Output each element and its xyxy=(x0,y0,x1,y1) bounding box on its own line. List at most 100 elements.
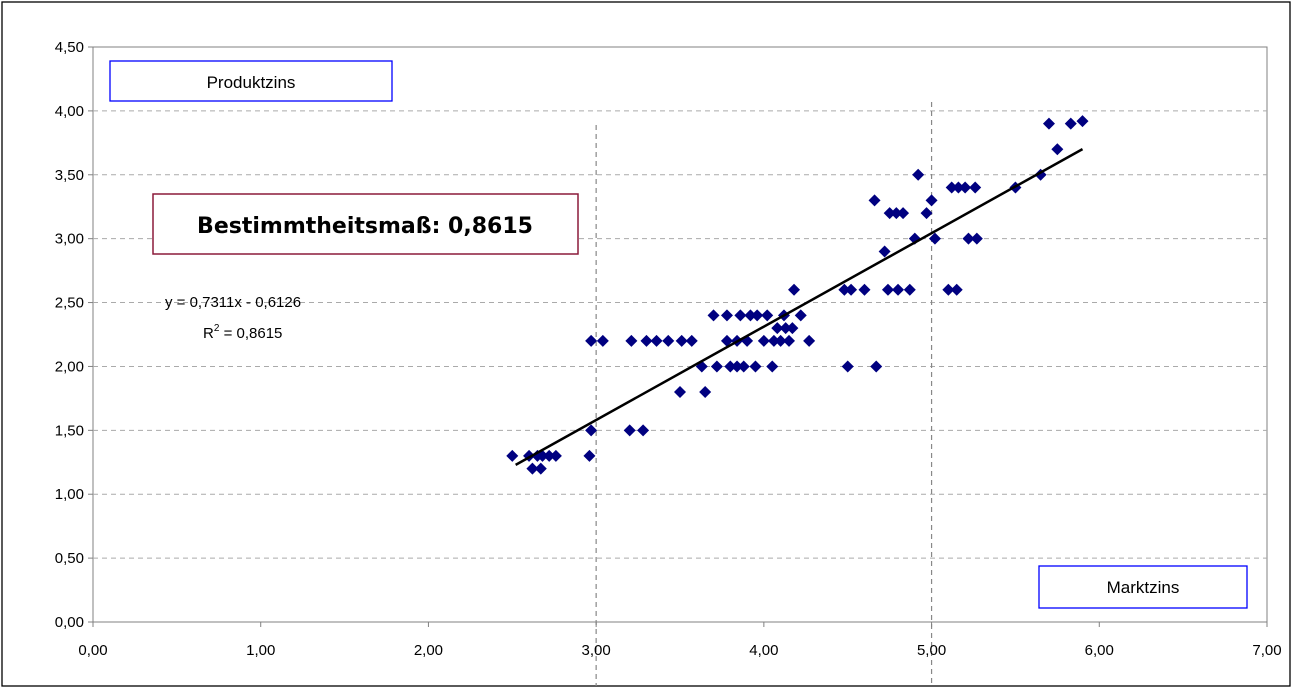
y-tick-label: 1,50 xyxy=(55,422,84,439)
data-point xyxy=(878,245,891,258)
data-point xyxy=(685,334,698,347)
data-point xyxy=(767,334,780,347)
y-tick-label: 1,00 xyxy=(55,486,84,503)
data-point xyxy=(623,424,636,437)
data-point xyxy=(720,309,733,322)
data-point xyxy=(903,283,916,296)
y-tick-label: 2,50 xyxy=(55,295,84,312)
data-point xyxy=(920,207,933,220)
x-tick-label: 7,00 xyxy=(1252,642,1281,659)
data-point xyxy=(959,181,972,194)
data-point xyxy=(870,360,883,373)
data-point xyxy=(761,309,774,322)
y-tick-label: 0,00 xyxy=(55,614,84,631)
data-point xyxy=(731,360,744,373)
data-point xyxy=(786,322,799,335)
data-point xyxy=(675,334,688,347)
data-point xyxy=(774,334,787,347)
data-point xyxy=(549,449,562,462)
data-point xyxy=(543,449,556,462)
data-point xyxy=(969,181,982,194)
r-squared-label: R2 = 0,8615 xyxy=(203,323,282,342)
y-tick-label: 4,00 xyxy=(55,103,84,120)
data-point xyxy=(625,334,638,347)
data-point xyxy=(640,334,653,347)
data-point xyxy=(845,283,858,296)
trendline-equation: y = 0,7311x - 0,6126 xyxy=(165,294,301,311)
y-tick-label: 2,00 xyxy=(55,358,84,375)
x-tick-label: 1,00 xyxy=(246,642,275,659)
y-axis-label-box xyxy=(109,60,393,102)
data-point xyxy=(928,232,941,245)
data-point xyxy=(897,207,910,220)
data-point xyxy=(1076,115,1089,128)
data-point xyxy=(794,309,807,322)
data-point xyxy=(674,386,686,398)
x-tick-label: 3,00 xyxy=(582,642,611,659)
data-point xyxy=(1051,143,1064,156)
plot-area xyxy=(92,46,1268,623)
y-tick-label: 3,50 xyxy=(55,167,84,184)
data-point xyxy=(945,181,958,194)
x-tick-label: 0,00 xyxy=(78,642,107,659)
x-tick-label: 4,00 xyxy=(749,642,778,659)
data-point xyxy=(868,194,881,207)
annotation-text: Bestimmtheitsmaß: 0,8615 xyxy=(197,214,533,239)
data-point xyxy=(707,309,720,322)
data-point xyxy=(881,283,894,296)
x-axis-label: Marktzins xyxy=(1107,578,1180,597)
data-point xyxy=(883,207,896,220)
x-tick-label: 5,00 xyxy=(917,642,946,659)
data-point xyxy=(662,334,675,347)
trendline-layer xyxy=(515,148,1084,466)
trendline xyxy=(515,148,1084,466)
data-point xyxy=(585,424,598,437)
data-point xyxy=(596,334,609,347)
data-point xyxy=(925,194,938,207)
data-point xyxy=(724,360,737,373)
data-point xyxy=(710,360,723,373)
data-point xyxy=(858,283,871,296)
data-point xyxy=(1042,117,1055,130)
x-tick-label: 2,00 xyxy=(414,642,443,659)
data-point xyxy=(744,309,757,322)
data-point xyxy=(751,309,764,322)
data-point xyxy=(720,334,733,347)
data-point xyxy=(737,360,750,373)
y-tick-label: 3,00 xyxy=(55,231,84,248)
data-point xyxy=(506,449,519,462)
data-point xyxy=(950,283,963,296)
data-point xyxy=(699,386,712,398)
data-point xyxy=(890,207,903,220)
y-tick-label: 4,50 xyxy=(55,39,84,56)
data-point xyxy=(803,334,816,347)
r-squared-r: R xyxy=(203,325,214,342)
data-point xyxy=(892,283,905,296)
annotation-box xyxy=(152,193,579,255)
data-point xyxy=(749,360,762,373)
r-squared-sup: 2 xyxy=(214,323,220,334)
y-axis-label: Produktzins xyxy=(207,73,296,92)
tick-labels: 0,00 0,50 1,00 1,50 2,00 2,50 3,00 3,50 4,00 4,50… xyxy=(55,39,1282,659)
data-point xyxy=(952,181,965,194)
data-point xyxy=(583,449,596,462)
data-point xyxy=(585,334,598,347)
data-point xyxy=(526,462,539,475)
data-point xyxy=(650,334,663,347)
data-point xyxy=(783,334,796,347)
data-points xyxy=(506,115,1089,475)
data-point xyxy=(734,309,747,322)
data-point xyxy=(771,322,784,335)
data-point xyxy=(942,283,955,296)
data-point xyxy=(637,424,650,437)
x-tick-label: 6,00 xyxy=(1085,642,1114,659)
grid-layer xyxy=(93,110,1267,559)
data-point xyxy=(757,334,770,347)
r-squared-value: = 0,8615 xyxy=(219,325,282,342)
data-point xyxy=(534,462,547,475)
data-point xyxy=(962,232,975,245)
data-point xyxy=(1064,117,1077,130)
data-point xyxy=(788,283,801,296)
